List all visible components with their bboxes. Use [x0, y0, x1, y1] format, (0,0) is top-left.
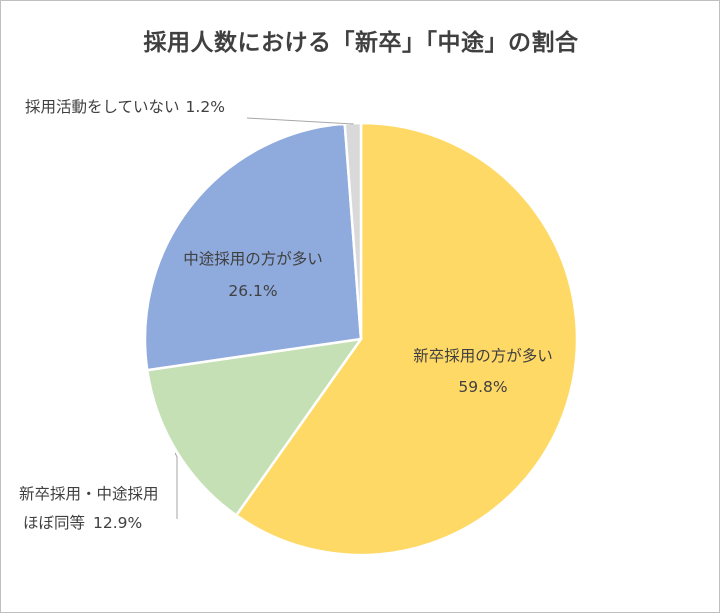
- slice-label-mid-career-more: 中途採用の方が多い: [183, 250, 323, 268]
- slice-label-equal-line2: ほぼ同等 12.9%: [23, 514, 142, 532]
- slice-value-mid-career-more: 26.1%: [228, 282, 277, 300]
- slice-label-new-grad-more: 新卒採用の方が多い: [413, 347, 553, 365]
- slice-label-no-hiring: 採用活動をしていない 1.2%: [25, 98, 225, 116]
- leader-line-no-hiring: [246, 117, 354, 125]
- slice-label-equal-line1: 新卒採用・中途採用: [19, 485, 159, 503]
- pie-slice-equal: [146, 337, 363, 517]
- pie-slice-mid-career-more: [143, 122, 363, 372]
- leader-line-equal: [174, 452, 178, 519]
- slice-value-equal: 12.9%: [93, 514, 142, 532]
- pie-slice-new-grad-more: [234, 121, 579, 557]
- slice-label-no-hiring-text: 採用活動をしていない: [25, 98, 180, 116]
- slice-value-new-grad-more: 59.8%: [458, 378, 507, 396]
- slice-label-equal-text: ほぼ同等: [23, 514, 85, 532]
- chart-title: 採用人数における「新卒」「中途」の割合: [143, 30, 579, 56]
- slice-value-no-hiring: 1.2%: [186, 98, 225, 116]
